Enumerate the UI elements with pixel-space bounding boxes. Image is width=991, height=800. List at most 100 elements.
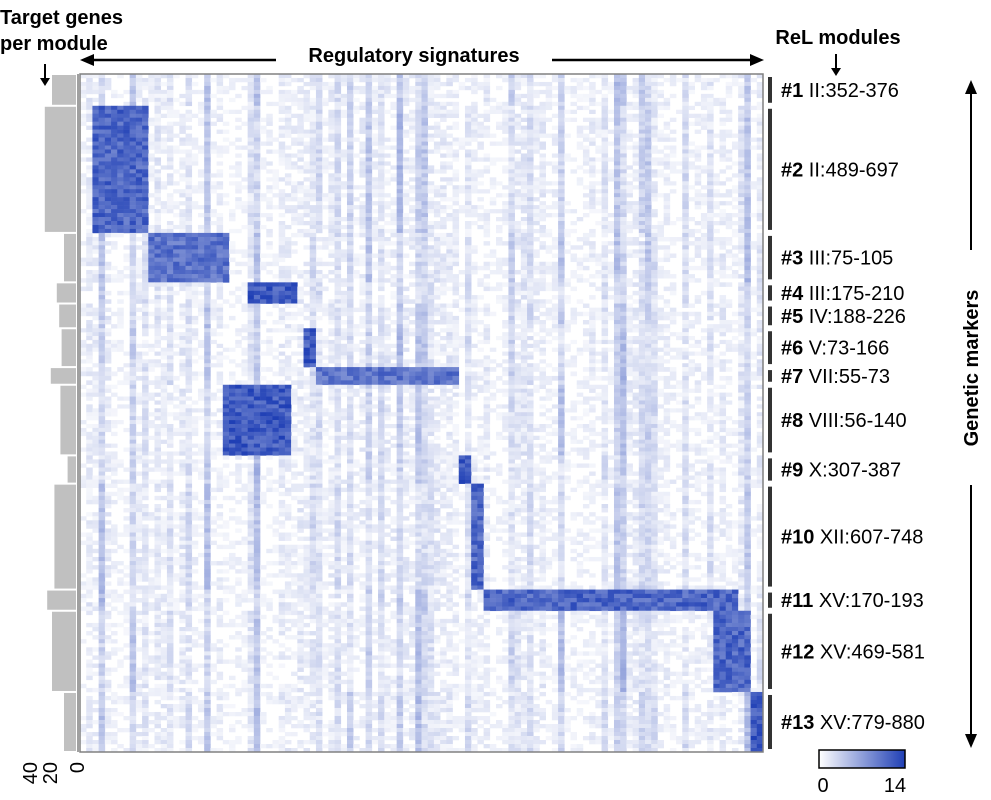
heatmap-cell	[613, 97, 621, 103]
heatmap-cell	[440, 286, 447, 292]
heatmap-cell	[378, 105, 385, 111]
heatmap-cell	[346, 181, 354, 186]
heatmap-cell	[601, 189, 609, 194]
heatmap-cell	[396, 109, 404, 115]
heatmap-cell	[253, 282, 261, 287]
heatmap-cell	[756, 324, 763, 329]
heatmap-cell	[241, 224, 248, 230]
heatmap-cell	[645, 209, 652, 214]
heatmap-cell	[396, 307, 404, 313]
heatmap-cell	[527, 232, 534, 238]
heatmap-cell	[179, 253, 186, 258]
heatmap-cell	[402, 129, 410, 134]
heatmap-cell	[452, 121, 460, 126]
heatmap-cell	[135, 245, 143, 250]
heatmap-cell	[645, 261, 652, 267]
heatmap-cell	[464, 153, 472, 158]
heatmap-cell	[334, 249, 342, 254]
heatmap-cell	[334, 315, 342, 321]
heatmap-cell	[154, 97, 162, 103]
heatmap-cell	[291, 209, 298, 214]
heatmap-cell	[166, 193, 174, 198]
heatmap-cell	[123, 125, 130, 130]
heatmap-cell	[700, 145, 708, 150]
chart-title: Regulatory signatures	[308, 45, 519, 67]
heatmap-cell	[508, 315, 515, 321]
heatmap-cell	[601, 161, 609, 166]
heatmap-cell	[744, 265, 751, 271]
heatmap-cell	[135, 205, 143, 210]
heatmap-cell	[315, 213, 323, 218]
heatmap-cell	[626, 224, 633, 230]
heatmap-cell	[607, 220, 615, 226]
heatmap-cell	[620, 145, 627, 150]
heatmap-cell	[315, 89, 323, 95]
heatmap-cell	[291, 217, 298, 222]
heatmap-cell	[378, 295, 385, 300]
heatmap-cell	[657, 245, 664, 250]
heatmap-cell	[589, 165, 596, 170]
heatmap-cell	[409, 97, 416, 103]
heatmap-cell	[632, 205, 640, 210]
heatmap-cell	[160, 205, 168, 210]
heatmap-cell	[297, 133, 304, 138]
heatmap-cell	[725, 93, 733, 99]
heatmap-cell	[694, 77, 702, 83]
heatmap-cell	[191, 157, 199, 162]
heatmap-cell	[98, 181, 106, 186]
heatmap-cell	[148, 121, 155, 126]
heatmap-cell	[595, 121, 602, 126]
heatmap-cell	[129, 320, 137, 325]
heatmap-cell	[123, 217, 130, 222]
heatmap-cell	[595, 261, 602, 267]
heatmap-cell	[589, 173, 596, 178]
heatmap-cell	[303, 197, 311, 202]
heatmap-cell	[104, 328, 112, 333]
heatmap-cell	[477, 295, 484, 300]
heatmap-cell	[117, 177, 124, 182]
heatmap-cell	[253, 77, 261, 83]
heatmap-cell	[514, 101, 522, 107]
heatmap-cell	[527, 274, 534, 279]
heatmap-cell	[204, 355, 211, 360]
heatmap-cell	[440, 93, 447, 99]
heatmap-cell	[651, 105, 658, 111]
heatmap-cell	[129, 332, 137, 337]
heatmap-cell	[291, 299, 298, 304]
heatmap-cell	[129, 261, 137, 267]
heatmap-cell	[204, 145, 211, 150]
heatmap-cell	[309, 177, 317, 182]
heatmap-cell	[365, 339, 373, 345]
heatmap-cell	[359, 347, 366, 352]
heatmap-cell	[731, 205, 739, 210]
heatmap-cell	[645, 125, 652, 130]
heatmap-cell	[464, 315, 472, 321]
heatmap-cell	[421, 117, 429, 122]
heatmap-cell	[111, 117, 118, 122]
heatmap-cell	[253, 185, 261, 190]
heatmap-cell	[409, 85, 416, 91]
heatmap-cell	[142, 274, 149, 279]
heatmap-cell	[247, 145, 255, 150]
heatmap-cell	[539, 324, 546, 329]
heatmap-cell	[315, 278, 323, 283]
heatmap-cell	[514, 161, 522, 166]
heatmap-cell	[613, 265, 621, 271]
heatmap-cell	[253, 303, 261, 308]
heatmap-cell	[185, 89, 193, 95]
heatmap-cell	[483, 224, 491, 230]
heatmap-cell	[197, 290, 205, 296]
heatmap-cell	[719, 241, 727, 246]
heatmap-cell	[390, 93, 397, 99]
heatmap-cell	[104, 274, 112, 279]
heatmap-cell	[340, 109, 348, 115]
heatmap-cell	[700, 97, 708, 103]
heatmap-cell	[496, 181, 503, 186]
heatmap-cell	[508, 169, 515, 174]
heatmap-cell	[204, 97, 211, 103]
heatmap-cell	[483, 324, 491, 329]
heatmap-cell	[191, 320, 199, 325]
heatmap-cell	[508, 129, 515, 134]
heatmap-cell	[272, 173, 279, 178]
heatmap-cell	[613, 324, 621, 329]
